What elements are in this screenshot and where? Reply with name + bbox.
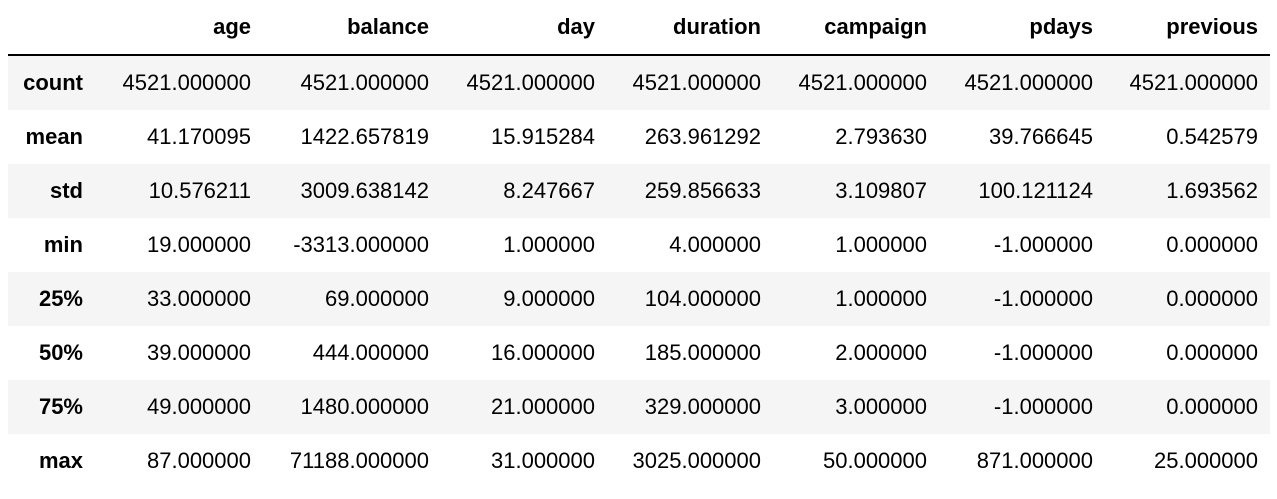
cell-50pct-day: 16.000000 [491, 340, 595, 365]
row-label-std: std [50, 178, 83, 203]
row-label-25pct: 25% [38, 286, 83, 311]
cell-mean-balance: 1422.657819 [300, 124, 429, 149]
table-row-max: max 87.000000 71188.000000 31.000000 302… [8, 434, 1270, 488]
cell-std-previous: 1.693562 [1166, 178, 1258, 203]
cell-max-campaign: 50.000000 [823, 448, 927, 473]
column-header-balance: balance [263, 0, 441, 56]
cell-50pct-duration: 185.000000 [644, 340, 761, 365]
cell-min-campaign: 1.000000 [835, 232, 927, 257]
cell-std-day: 8.247667 [503, 178, 595, 203]
cell-min-day: 1.000000 [503, 232, 595, 257]
table-row-min: min 19.000000 -3313.000000 1.000000 4.00… [8, 218, 1270, 272]
row-label-count: count [23, 70, 83, 95]
column-header-pdays: pdays [939, 0, 1105, 56]
cell-75pct-previous: 0.000000 [1166, 394, 1258, 419]
header-row: age balance day duration campaign pdays … [8, 0, 1270, 56]
index-header [8, 0, 109, 56]
cell-count-duration: 4521.000000 [632, 70, 761, 95]
table-row-75pct: 75% 49.000000 1480.000000 21.000000 329.… [8, 380, 1270, 434]
table-row-count: count 4521.000000 4521.000000 4521.00000… [8, 55, 1270, 110]
cell-75pct-balance: 1480.000000 [300, 394, 429, 419]
cell-mean-pdays: 39.766645 [989, 124, 1093, 149]
cell-count-age: 4521.000000 [122, 70, 251, 95]
cell-50pct-previous: 0.000000 [1166, 340, 1258, 365]
table-header: age balance day duration campaign pdays … [8, 0, 1270, 56]
cell-25pct-previous: 0.000000 [1166, 286, 1258, 311]
cell-count-day: 4521.000000 [466, 70, 595, 95]
table-body: count 4521.000000 4521.000000 4521.00000… [8, 55, 1270, 488]
cell-75pct-duration: 329.000000 [644, 394, 761, 419]
cell-50pct-age: 39.000000 [147, 340, 251, 365]
row-label-75pct: 75% [38, 394, 83, 419]
cell-75pct-pdays: -1.000000 [993, 394, 1093, 419]
cell-max-duration: 3025.000000 [632, 448, 761, 473]
cell-min-pdays: -1.000000 [993, 232, 1093, 257]
cell-75pct-day: 21.000000 [491, 394, 595, 419]
cell-std-balance: 3009.638142 [300, 178, 429, 203]
cell-min-age: 19.000000 [147, 232, 251, 257]
cell-max-day: 31.000000 [491, 448, 595, 473]
cell-max-balance: 71188.000000 [289, 448, 429, 473]
column-header-previous: previous [1105, 0, 1270, 56]
row-label-max: max [38, 448, 83, 473]
cell-std-pdays: 100.121124 [978, 178, 1093, 203]
cell-max-age: 87.000000 [147, 448, 251, 473]
table-row-std: std 10.576211 3009.638142 8.247667 259.8… [8, 164, 1270, 218]
row-label-min: min [43, 232, 83, 257]
cell-std-age: 10.576211 [148, 178, 251, 203]
cell-mean-day: 15.915284 [491, 124, 595, 149]
cell-max-pdays: 871.000000 [976, 448, 1093, 473]
cell-min-balance: -3313.000000 [293, 232, 429, 257]
cell-mean-duration: 263.961292 [644, 124, 761, 149]
column-header-duration: duration [607, 0, 773, 56]
cell-std-campaign: 3.109807 [835, 178, 927, 203]
column-header-age: age [109, 0, 263, 56]
cell-25pct-day: 9.000000 [503, 286, 595, 311]
cell-min-duration: 4.000000 [669, 232, 761, 257]
summary-statistics-table: age balance day duration campaign pdays … [8, 0, 1270, 488]
cell-max-previous: 25.000000 [1154, 448, 1258, 473]
cell-75pct-campaign: 3.000000 [835, 394, 927, 419]
cell-count-campaign: 4521.000000 [798, 70, 927, 95]
cell-25pct-pdays: -1.000000 [993, 286, 1093, 311]
cell-50pct-campaign: 2.000000 [835, 340, 927, 365]
cell-25pct-balance: 69.000000 [325, 286, 429, 311]
cell-min-previous: 0.000000 [1166, 232, 1258, 257]
cell-25pct-campaign: 1.000000 [835, 286, 927, 311]
row-label-mean: mean [25, 124, 83, 149]
table-row-mean: mean 41.170095 1422.657819 15.915284 263… [8, 110, 1270, 164]
column-header-day: day [441, 0, 607, 56]
cell-25pct-age: 33.000000 [147, 286, 251, 311]
cell-50pct-balance: 444.000000 [312, 340, 429, 365]
cell-mean-campaign: 2.793630 [835, 124, 927, 149]
row-label-50pct: 50% [38, 340, 83, 365]
cell-mean-previous: 0.542579 [1166, 124, 1258, 149]
cell-count-balance: 4521.000000 [300, 70, 429, 95]
cell-50pct-pdays: -1.000000 [993, 340, 1093, 365]
cell-count-previous: 4521.000000 [1129, 70, 1258, 95]
table-row-50pct: 50% 39.000000 444.000000 16.000000 185.0… [8, 326, 1270, 380]
table-row-25pct: 25% 33.000000 69.000000 9.000000 104.000… [8, 272, 1270, 326]
cell-25pct-duration: 104.000000 [644, 286, 761, 311]
cell-75pct-age: 49.000000 [147, 394, 251, 419]
cell-count-pdays: 4521.000000 [964, 70, 1093, 95]
cell-mean-age: 41.170095 [147, 124, 251, 149]
cell-std-duration: 259.856633 [644, 178, 761, 203]
column-header-campaign: campaign [773, 0, 939, 56]
